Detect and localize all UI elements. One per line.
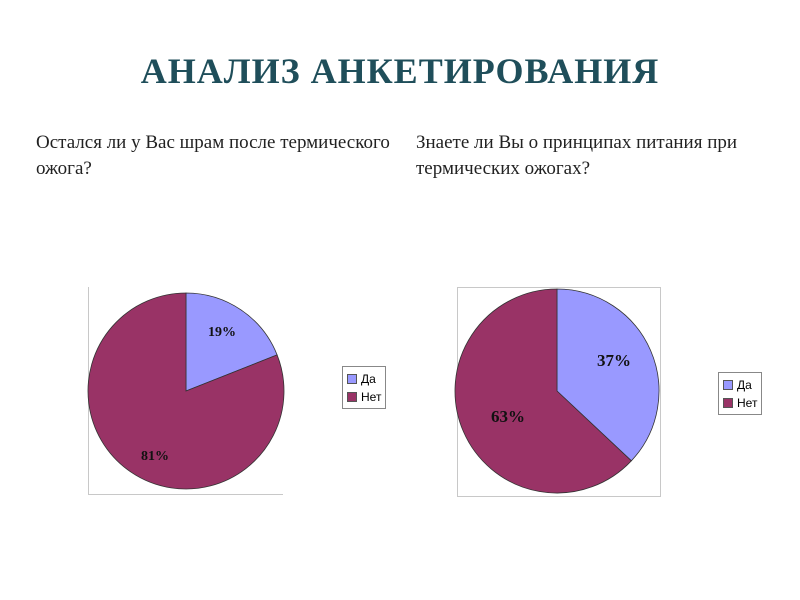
data-label-no: 81% (141, 449, 169, 464)
legend-item-yes: Да (347, 370, 381, 388)
data-label-no: 63% (491, 407, 525, 426)
legend-swatch-yes (723, 380, 733, 390)
legend-label-no: Нет (737, 396, 758, 410)
legend-swatch-no (347, 392, 357, 402)
legend-chart-2: Да Нет (718, 372, 763, 415)
legend-item-no: Нет (347, 388, 381, 406)
legend-label-no: Нет (361, 390, 382, 404)
pie-slice-no (87, 292, 285, 490)
legend-chart-1: Да Нет (342, 366, 387, 409)
legend-label-yes: Да (737, 378, 752, 392)
legend-swatch-yes (347, 374, 357, 384)
pie-slice-yes (185, 292, 278, 392)
data-label-yes: 37% (597, 351, 631, 370)
legend-swatch-no (723, 398, 733, 408)
data-label-yes: 19% (208, 325, 236, 340)
question-1: Остался ли у Вас шрам после термического… (36, 132, 390, 179)
legend-item-yes: Да (723, 376, 757, 394)
legend-label-yes: Да (361, 372, 376, 386)
pie-chart-2: 37% 63% (454, 288, 660, 494)
legend-item-no: Нет (723, 394, 757, 412)
page-title: АНАЛИЗ АНКЕТИРОВАНИЯ (140, 51, 660, 91)
pie-chart-1: 19% 81% (87, 292, 285, 490)
question-2: Знаете ли Вы о принципах питания при тер… (416, 132, 738, 179)
pie-slice-yes (556, 288, 660, 462)
pie-slice-no (454, 288, 632, 494)
